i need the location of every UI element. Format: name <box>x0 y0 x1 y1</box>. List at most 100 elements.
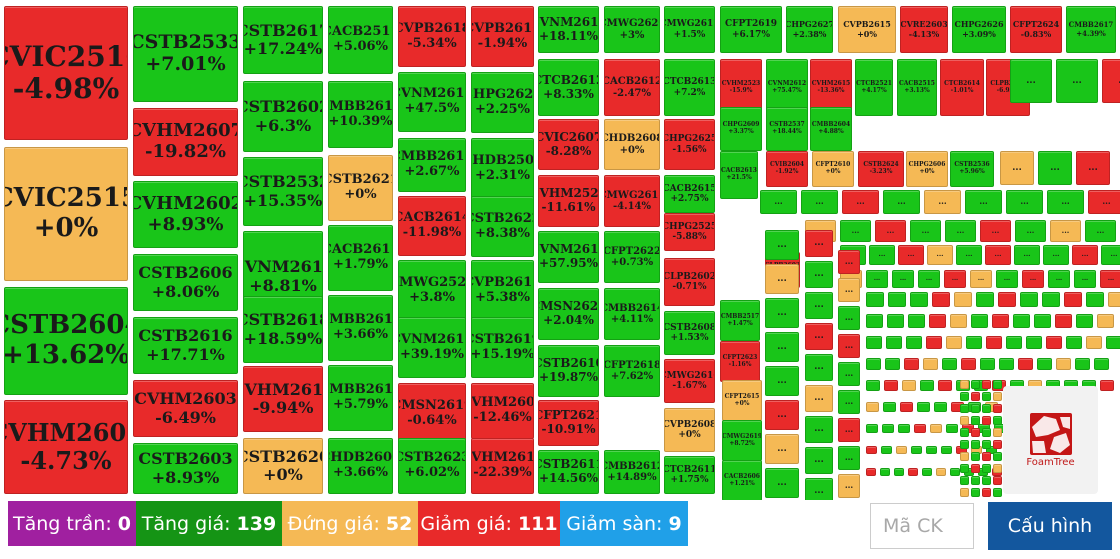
stock-tile[interactable]: CSTB2618+18.59% <box>243 296 323 363</box>
stock-tile[interactable]: CSTB2616 +17.71% <box>133 317 238 374</box>
stock-tile-collapsed[interactable]: ... <box>869 245 895 265</box>
stock-tile[interactable]: CHPG2525 -5.88% <box>664 213 715 251</box>
stock-tile-collapsed[interactable] <box>934 402 947 412</box>
stock-tile[interactable]: CSTB2604+13.62% <box>4 287 128 395</box>
stock-tile-collapsed[interactable] <box>998 292 1016 307</box>
stock-tile-collapsed[interactable] <box>884 380 898 391</box>
stock-tile[interactable]: CMBB2618+2.67% <box>398 138 466 192</box>
stock-tile-collapsed[interactable] <box>881 446 892 454</box>
stock-tile[interactable]: CACB2612 -2.47% <box>604 59 660 116</box>
stock-tile-collapsed[interactable]: ... <box>838 390 860 414</box>
stock-tile[interactable]: CSTB2610+19.87% <box>538 345 599 397</box>
stock-tile-collapsed[interactable]: ... <box>927 245 953 265</box>
stock-tile-collapsed[interactable] <box>1075 358 1090 370</box>
stock-tile-collapsed[interactable]: ... <box>980 220 1011 242</box>
stock-tile-collapsed[interactable] <box>886 336 902 349</box>
stock-tile-collapsed[interactable] <box>950 314 967 328</box>
stock-tile-collapsed[interactable] <box>993 428 1002 437</box>
stock-tile[interactable]: CVNM2612 +75.47% <box>766 59 808 116</box>
stock-tile-collapsed[interactable] <box>1034 314 1051 328</box>
stock-tile-collapsed[interactable] <box>1037 358 1052 370</box>
stock-tile-collapsed[interactable] <box>982 416 991 425</box>
stock-tile-collapsed[interactable]: ... <box>1043 245 1069 265</box>
stock-tile-collapsed[interactable] <box>960 416 969 425</box>
stock-tile-collapsed[interactable] <box>936 468 946 476</box>
stock-tile[interactable]: CMBB2611+10.39% <box>328 81 393 148</box>
stock-tile-collapsed[interactable] <box>910 292 928 307</box>
stock-tile-collapsed[interactable] <box>1108 292 1120 307</box>
stock-tile[interactable]: CHDB2509+2.31% <box>471 138 534 199</box>
stock-tile-collapsed[interactable] <box>993 488 1002 497</box>
stock-tile[interactable]: CMBB2615+3.66% <box>328 295 393 361</box>
stock-tile-collapsed[interactable] <box>993 416 1002 425</box>
stock-tile-collapsed[interactable] <box>950 468 960 476</box>
stock-tile-collapsed[interactable]: ... <box>805 261 833 288</box>
stock-tile-collapsed[interactable] <box>986 446 997 454</box>
stock-tile-collapsed[interactable] <box>929 314 946 328</box>
stock-tile-collapsed[interactable] <box>866 468 876 476</box>
stock-tile-collapsed[interactable]: ... <box>765 230 799 260</box>
stock-tile-collapsed[interactable] <box>993 380 1002 389</box>
stock-tile-collapsed[interactable] <box>971 452 980 461</box>
stock-tile[interactable]: CFPT2621-10.91% <box>538 400 599 446</box>
stock-tile-collapsed[interactable] <box>866 314 883 328</box>
stock-tile[interactable]: CVNM2613+39.19% <box>398 317 466 378</box>
stock-tile[interactable]: CLPB2602 -0.71% <box>664 258 715 306</box>
stock-tile[interactable]: CFPT2618 +7.62% <box>604 345 660 397</box>
stock-tile-collapsed[interactable]: ... <box>866 270 888 288</box>
stock-tile[interactable]: CVHM2607 -19.82% <box>133 108 238 176</box>
stock-tile[interactable]: CMSN2620+2.04% <box>538 288 599 340</box>
stock-tile-collapsed[interactable] <box>866 380 880 391</box>
search-input[interactable] <box>870 503 974 549</box>
stock-tile[interactable]: CSTB2608 +1.53% <box>664 311 715 355</box>
stock-tile-collapsed[interactable]: ... <box>883 190 920 214</box>
stock-tile-collapsed[interactable] <box>906 336 922 349</box>
stock-tile-collapsed[interactable]: ... <box>1085 220 1116 242</box>
stock-tile-collapsed[interactable]: ... <box>842 190 879 214</box>
stock-tile[interactable]: CVHM2610-22.39% <box>471 438 534 494</box>
stock-tile-collapsed[interactable]: ... <box>1074 270 1096 288</box>
stock-tile[interactable]: CTCB2612+8.33% <box>538 59 599 116</box>
stock-tile-collapsed[interactable] <box>1055 314 1072 328</box>
stock-tile[interactable]: CHPG2609 +3.37% <box>720 107 762 151</box>
stock-tile-collapsed[interactable] <box>971 428 980 437</box>
stock-tile-collapsed[interactable]: ... <box>985 245 1011 265</box>
stock-tile[interactable]: CFPT2615 +0% <box>722 380 762 421</box>
stock-tile-collapsed[interactable] <box>888 292 906 307</box>
stock-tile-collapsed[interactable]: ... <box>765 400 799 430</box>
stock-tile-collapsed[interactable] <box>1066 336 1082 349</box>
stock-tile[interactable]: CMBB2612+14.89% <box>604 450 660 494</box>
stock-tile-collapsed[interactable]: ... <box>1010 59 1052 103</box>
stock-tile-collapsed[interactable] <box>960 452 969 461</box>
stock-tile-collapsed[interactable] <box>960 380 969 389</box>
stock-tile-collapsed[interactable] <box>982 428 991 437</box>
stock-tile-collapsed[interactable]: ... <box>805 292 833 319</box>
stock-tile-collapsed[interactable] <box>960 404 969 413</box>
stock-tile-collapsed[interactable]: ... <box>970 270 992 288</box>
stock-tile[interactable]: CVNM2610+47.5% <box>398 72 466 132</box>
stock-treemap[interactable]: CVIC2516-4.98%CVIC2515+0%CSTB2604+13.62%… <box>0 0 1120 500</box>
stock-tile-collapsed[interactable] <box>1086 336 1102 349</box>
stock-tile[interactable]: CVIC2607 -8.28% <box>538 119 599 170</box>
stock-tile-collapsed[interactable] <box>960 464 969 473</box>
stock-tile[interactable]: CVPB2618-5.34% <box>398 6 466 67</box>
stock-tile-collapsed[interactable] <box>1006 336 1022 349</box>
stock-tile-collapsed[interactable] <box>982 476 991 485</box>
stock-tile-collapsed[interactable] <box>904 358 919 370</box>
stock-tile-collapsed[interactable] <box>993 440 1002 449</box>
stock-tile-collapsed[interactable] <box>1042 292 1060 307</box>
stock-tile-collapsed[interactable] <box>971 464 980 473</box>
stock-tile-collapsed[interactable] <box>960 392 969 401</box>
stock-tile[interactable]: CVPB2616-1.94% <box>471 6 534 67</box>
stock-tile-collapsed[interactable]: ... <box>1014 245 1040 265</box>
stock-tile-collapsed[interactable] <box>993 392 1002 401</box>
stock-tile[interactable]: CMWG2620+3% <box>604 6 660 53</box>
stock-tile[interactable]: CMBB2604 +4.88% <box>810 107 852 151</box>
stock-tile-collapsed[interactable] <box>866 424 878 433</box>
stock-tile-collapsed[interactable] <box>938 380 952 391</box>
stock-tile-collapsed[interactable]: ... <box>838 250 860 274</box>
stock-tile[interactable]: CMWG2617+1.5% <box>664 6 715 53</box>
stock-tile-collapsed[interactable] <box>866 446 877 454</box>
stock-tile[interactable]: CFPT2610 +0% <box>812 151 854 187</box>
stock-tile-collapsed[interactable]: ... <box>838 278 860 302</box>
